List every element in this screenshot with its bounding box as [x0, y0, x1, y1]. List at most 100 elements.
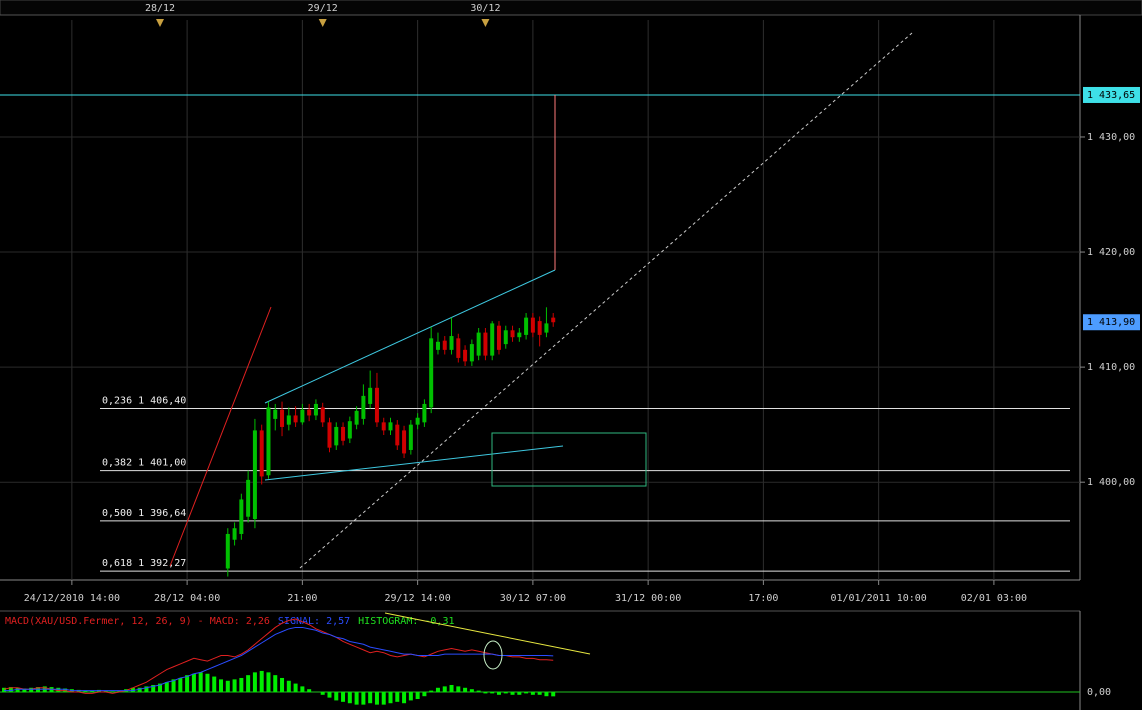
histogram-bar [524, 692, 529, 694]
histogram-bar [259, 670, 264, 692]
histogram-bar [83, 690, 88, 692]
histogram-bar [252, 672, 257, 692]
candle-body [347, 421, 352, 439]
x-tick-label: 21:00 [287, 593, 317, 604]
histogram-bar [103, 690, 108, 692]
macd-title: HISTOGRAM: -0,31 [358, 616, 454, 627]
drawings [169, 32, 913, 569]
histogram-bar [205, 673, 210, 692]
candle-body [456, 338, 461, 358]
x-tick-label: 02/01 03:00 [961, 593, 1027, 604]
candle-body [517, 332, 522, 338]
macd-trend-line [384, 612, 591, 655]
histogram-bar [544, 692, 549, 697]
histogram-bar [402, 692, 407, 704]
candle-body [374, 387, 379, 423]
price-tag-label: 1 433,65 [1087, 90, 1135, 101]
x-tick-label: 29/12 14:00 [385, 593, 451, 604]
histogram-bar [22, 688, 27, 692]
histogram-bar [158, 683, 162, 692]
histogram-bar [198, 672, 203, 692]
histogram-bar [483, 692, 488, 694]
candle-body [537, 321, 542, 335]
candle-body [266, 407, 271, 476]
x-tick-label: 31/12 00:00 [615, 593, 681, 604]
histogram-bar [286, 680, 291, 692]
histogram-bar [280, 677, 285, 692]
macd-circle [483, 640, 503, 670]
candle-body [395, 424, 400, 446]
candle-body [422, 403, 427, 423]
macd-title: MACD(XAU/USD.Fermer, 12, 26, 9) - MACD: … [5, 616, 270, 627]
candle-body [490, 323, 495, 356]
day-label: 30/12 [470, 3, 500, 14]
candle-body [408, 424, 413, 450]
y-tick-label: 1 430,00 [1087, 132, 1135, 143]
histogram-bar [368, 692, 373, 704]
macd-line [3, 618, 554, 694]
candle-body [368, 387, 373, 404]
day-marker [318, 19, 327, 27]
histogram-bar [212, 676, 217, 692]
histogram-bar [246, 675, 251, 692]
y-tick-label: 1 400,00 [1087, 477, 1135, 488]
candle-body [524, 317, 529, 335]
histogram-bar [2, 687, 7, 692]
channel-lower [264, 445, 564, 481]
histogram-bar [130, 687, 135, 692]
price-tag-label: 1 413,90 [1087, 317, 1135, 328]
histogram-bar [449, 684, 454, 692]
histogram-bar [551, 692, 556, 697]
histogram-bar [517, 692, 522, 695]
price-tag [1083, 86, 1140, 103]
candle-body [246, 479, 251, 517]
day-label: 28/12 [145, 3, 175, 14]
fib-label: 0,236 1 406,40 [102, 396, 186, 407]
histogram-bar [144, 686, 149, 692]
candle-body [300, 409, 305, 423]
candle-body [402, 430, 407, 454]
channel-upper [264, 269, 556, 404]
x-tick-label: 30/12 07:00 [500, 593, 566, 604]
histogram-bar [374, 692, 379, 705]
target-box [491, 432, 647, 487]
histogram-bar [110, 691, 115, 692]
x-tick-label: 24/12/2010 14:00 [24, 593, 120, 604]
histogram-bar [225, 680, 230, 692]
candle-body [239, 499, 244, 534]
histogram-bar [361, 692, 366, 705]
candle-body [286, 415, 291, 425]
candle-body [449, 336, 454, 350]
histogram-bar [171, 679, 176, 692]
histogram-bar [273, 675, 278, 692]
fib-levels: 0,236 1 406,40 0,382 1 401,00 0,500 1 396,… [0, 94, 1080, 572]
histogram-bar [408, 692, 413, 701]
histogram-bar [429, 690, 434, 692]
histogram-bar [422, 692, 427, 697]
candle-body [320, 407, 325, 423]
x-tick-label: 01/01/2011 10:00 [830, 593, 926, 604]
histogram-bar [530, 692, 535, 695]
histogram-bar [395, 692, 400, 702]
candle-body [280, 409, 285, 427]
candle-body [530, 317, 535, 333]
candle-body [334, 426, 339, 446]
histogram-bar [476, 690, 481, 692]
histogram-bar [496, 692, 501, 695]
histogram-bar [341, 692, 346, 702]
candle-body [429, 338, 434, 408]
candle-body [252, 430, 257, 520]
histogram-bar [117, 690, 122, 692]
candle-body [476, 332, 481, 356]
histogram-bar [56, 687, 61, 692]
candle-body [307, 409, 312, 416]
histogram-bar [388, 692, 393, 704]
x-tick-label: 17:00 [748, 593, 778, 604]
fib-label: 0,382 1 401,00 [102, 458, 186, 469]
histogram-bar [164, 682, 169, 692]
price-tag [1083, 314, 1140, 331]
candle-body [313, 403, 318, 416]
trend-line [169, 306, 272, 567]
fib-label: 0,618 1 392,27 [102, 558, 186, 569]
candle-body [225, 533, 230, 569]
